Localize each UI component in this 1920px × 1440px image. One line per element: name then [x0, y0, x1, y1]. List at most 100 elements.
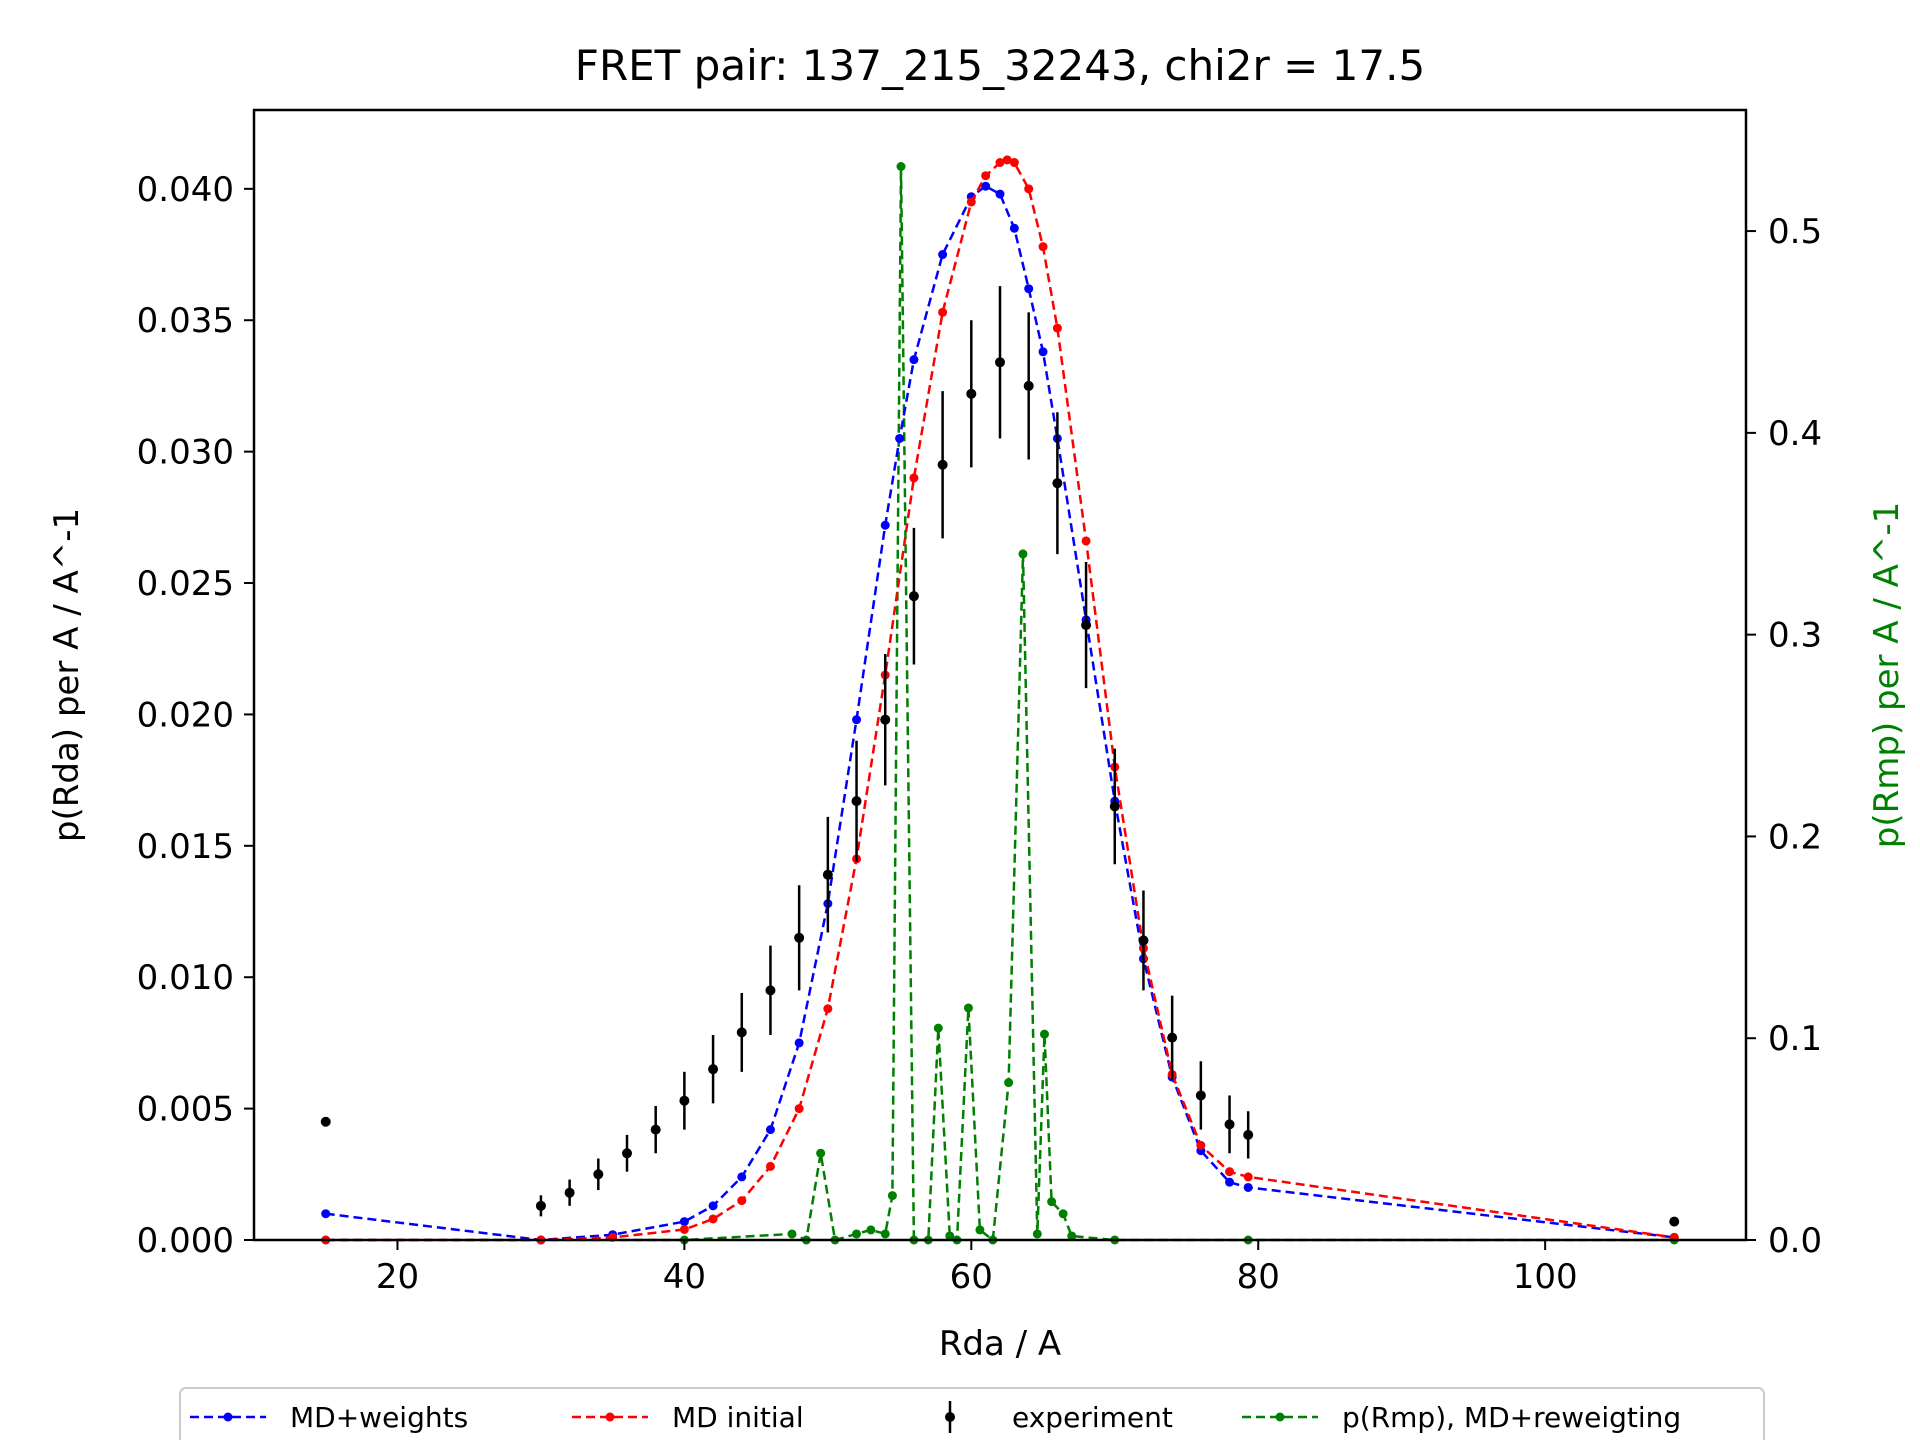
data-point — [880, 1229, 890, 1239]
data-point — [852, 715, 862, 725]
data-point — [1109, 801, 1120, 812]
data-point — [593, 1169, 604, 1180]
y-tick-label: 0.020 — [137, 695, 234, 735]
data-point — [852, 1229, 862, 1239]
legend: MD+weights MD initial experiment p(Rmp), MD… — [179, 1387, 1765, 1440]
data-point — [1047, 1197, 1057, 1207]
data-point — [737, 1196, 747, 1206]
data-point — [1081, 536, 1091, 546]
data-point — [981, 181, 991, 191]
data-point — [1038, 347, 1048, 357]
data-point — [1243, 1172, 1253, 1182]
x-tick-label: 60 — [950, 1257, 993, 1297]
y2-tick-label: 0.1 — [1768, 1019, 1822, 1059]
data-point — [794, 1104, 804, 1114]
data-point — [794, 1038, 804, 1048]
data-point — [1243, 1182, 1253, 1192]
legend-label: MD+weights — [290, 1401, 468, 1434]
data-point — [737, 1172, 747, 1182]
x-axis-label: Rda / A — [939, 1324, 1061, 1364]
data-point — [937, 459, 948, 470]
chart-title: FRET pair: 137_215_32243, chi2r = 17.5 — [575, 41, 1425, 90]
data-point — [679, 1095, 690, 1106]
data-point — [787, 1229, 797, 1239]
y-tick-label: 0.035 — [137, 301, 234, 341]
data-point — [1023, 380, 1034, 391]
x-tick-label: 100 — [1513, 1257, 1578, 1297]
legend-entries: MD+weights MD initial experiment p(Rmp), MD… — [190, 1401, 1681, 1434]
data-point — [535, 1200, 546, 1211]
data-point — [1225, 1167, 1235, 1177]
data-point — [880, 714, 891, 725]
data-point — [880, 520, 890, 530]
data-point — [816, 1148, 826, 1158]
data-point — [1024, 284, 1034, 294]
series-0 — [321, 181, 1679, 1245]
data-point — [679, 1217, 689, 1227]
data-point — [1225, 1177, 1235, 1187]
data-point — [966, 197, 976, 207]
data-point — [708, 1214, 718, 1224]
data-point — [1018, 549, 1028, 559]
data-point — [1038, 242, 1048, 252]
data-point — [1224, 1119, 1235, 1130]
legend-label: experiment — [1012, 1401, 1173, 1434]
y-axis-label: p(Rda) per A / A^-1 — [47, 508, 87, 842]
y-tick-label: 0.010 — [137, 958, 234, 998]
data-point — [945, 1231, 955, 1241]
y2-axis-label: p(Rmp) per A / A^-1 — [1867, 502, 1907, 849]
data-point — [622, 1148, 632, 1159]
y-axis-right-ticks: 0.0 0.1 0.2 0.3 0.4 0.5 — [1746, 212, 1822, 1261]
data-point — [1669, 1216, 1680, 1227]
data-point — [909, 473, 919, 483]
data-point — [887, 1191, 897, 1201]
data-point — [866, 1225, 876, 1235]
data-point — [679, 1224, 689, 1234]
data-point — [963, 1003, 973, 1013]
data-point — [981, 171, 991, 181]
legend-marker-point — [605, 1412, 615, 1422]
data-point — [708, 1064, 719, 1075]
y2-tick-label: 0.2 — [1768, 817, 1822, 857]
y-tick-label: 0.040 — [137, 170, 234, 210]
y-tick-label: 0.025 — [137, 564, 234, 604]
data-point — [895, 433, 905, 443]
x-tick-label: 40 — [663, 1257, 706, 1297]
data-point — [1009, 158, 1019, 168]
legend-label: p(Rmp), MD+reweigting — [1342, 1401, 1681, 1434]
x-axis-ticks: 20 40 60 80 100 — [376, 1240, 1578, 1297]
data-point — [650, 1124, 661, 1135]
x-tick-label: 80 — [1237, 1257, 1280, 1297]
data-point — [896, 162, 906, 171]
data-point — [822, 869, 833, 880]
data-point — [995, 189, 1005, 199]
data-point — [1196, 1140, 1206, 1150]
data-point — [995, 357, 1005, 368]
data-point — [1024, 184, 1034, 194]
data-point — [708, 1201, 718, 1211]
data-point — [851, 796, 862, 807]
data-point — [975, 1225, 985, 1235]
data-point — [1243, 1129, 1254, 1140]
y-tick-label: 0.005 — [137, 1090, 234, 1130]
legend-marker-point — [945, 1412, 955, 1422]
data-point — [1081, 620, 1092, 631]
y-tick-label: 0.000 — [137, 1221, 234, 1261]
data-point — [1052, 478, 1063, 489]
data-point — [1002, 155, 1012, 165]
x-tick-label: 20 — [376, 1257, 419, 1297]
data-point — [1058, 1209, 1068, 1219]
series-2 — [320, 286, 1680, 1227]
data-point — [1032, 1229, 1042, 1239]
data-point — [823, 1004, 833, 1014]
data-point — [966, 388, 977, 399]
data-point — [909, 355, 919, 365]
data-point — [1052, 323, 1062, 333]
y-tick-label: 0.015 — [137, 827, 234, 867]
data-point — [908, 591, 919, 602]
data-point — [938, 307, 948, 317]
data-point — [765, 985, 776, 996]
data-point — [995, 158, 1005, 168]
